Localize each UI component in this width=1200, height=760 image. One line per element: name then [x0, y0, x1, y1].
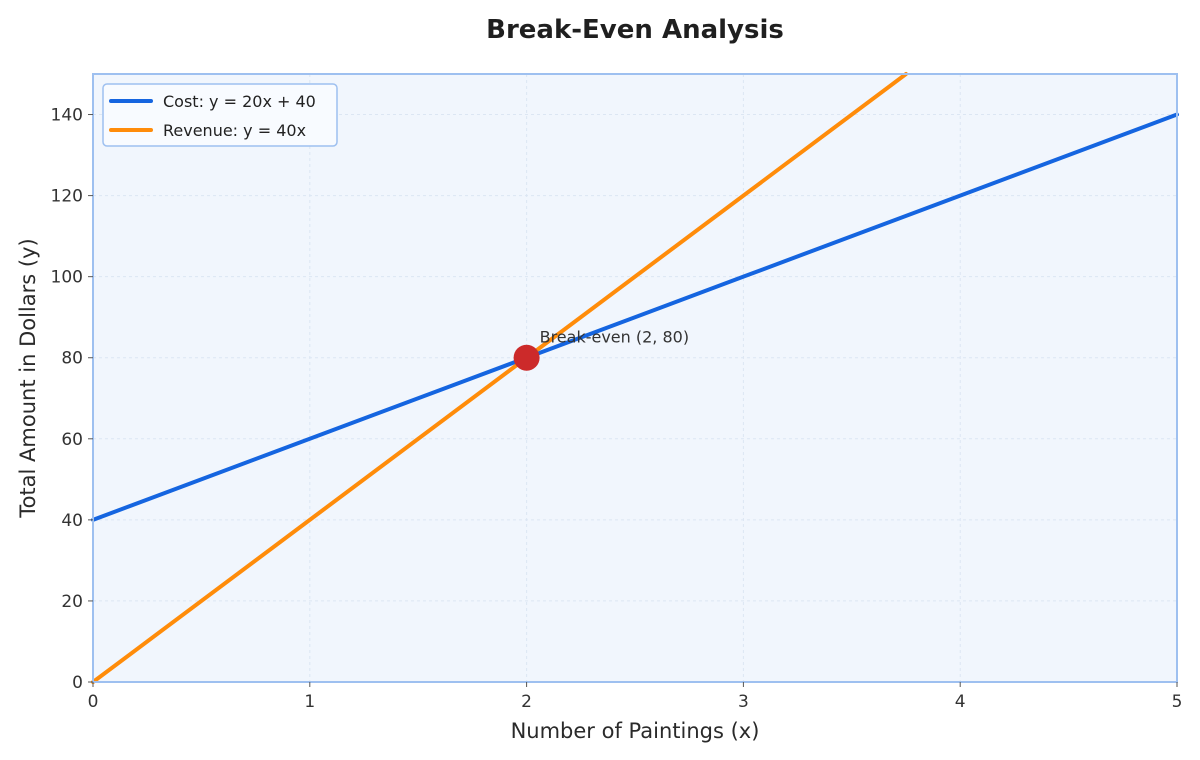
plot-border	[92, 73, 1178, 683]
legend: Cost: y = 20x + 40 Revenue: y = 40x	[102, 83, 338, 147]
y-tick-label: 20	[61, 592, 83, 612]
x-axis-label: Number of Paintings (x)	[511, 719, 760, 743]
break-even-marker	[513, 344, 540, 371]
legend-label: Revenue: y = 40x	[163, 121, 306, 140]
x-tick-label: 0	[88, 692, 99, 712]
y-axis-label: Total Amount in Dollars (y)	[16, 238, 40, 518]
series-line-cost	[91, 112, 1179, 522]
x-tick-label: 5	[1172, 692, 1183, 712]
y-tick-label: 140	[51, 106, 83, 126]
x-tick-label: 4	[955, 692, 966, 712]
x-axis-ticks: 0 1 2 3 4 5	[88, 682, 1183, 712]
legend-box	[102, 83, 338, 147]
plot-area	[93, 74, 1177, 682]
legend-label: Cost: y = 20x + 40	[163, 92, 316, 111]
x-tick-label: 2	[521, 692, 532, 712]
x-tick-label: 3	[738, 692, 749, 712]
y-tick-label: 60	[61, 430, 83, 450]
annotation-layer: Break-even (2, 80)	[513, 328, 689, 371]
y-tick-label: 80	[61, 349, 83, 369]
y-tick-label: 40	[61, 511, 83, 531]
x-tick-label: 1	[304, 692, 315, 712]
y-tick-label: 100	[51, 268, 83, 288]
y-tick-label: 120	[51, 187, 83, 207]
break-even-label: Break-even (2, 80)	[540, 328, 689, 347]
y-axis-ticks: 0 20 40 60 80 100 120 140	[51, 106, 93, 693]
y-tick-label: 0	[72, 673, 83, 693]
chart-title: Break-Even Analysis	[486, 15, 784, 45]
